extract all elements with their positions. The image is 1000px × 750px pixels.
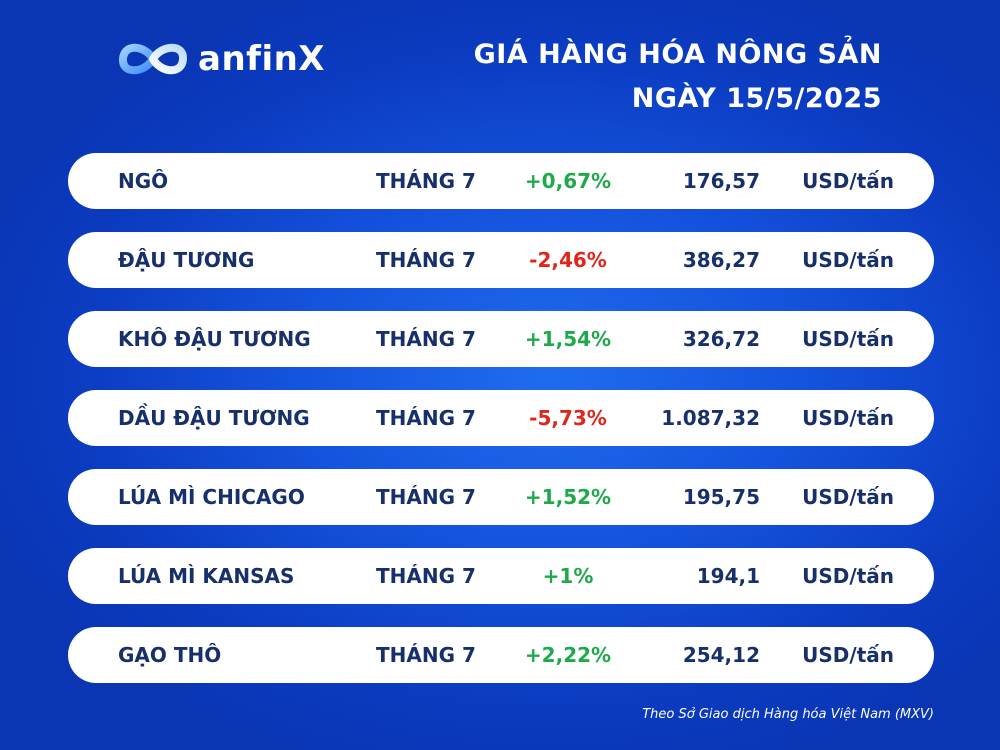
contract-month: THÁNG 7 [376, 485, 476, 509]
source-note: Theo Sở Giao dịch Hàng hóa Việt Nam (MXV… [642, 707, 934, 722]
price-unit: USD/tấn [802, 406, 894, 430]
contract-month: THÁNG 7 [376, 564, 476, 588]
price-change: -5,73% [529, 406, 607, 430]
price-change: +1% [542, 564, 594, 588]
title-line-1: GIÁ HÀNG HÓA NÔNG SẢN [473, 39, 882, 70]
commodity-name: LÚA MÌ KANSAS [118, 564, 295, 588]
commodity-name: GẠO THÔ [118, 643, 222, 667]
contract-month: THÁNG 7 [376, 327, 476, 351]
price-unit: USD/tấn [802, 643, 894, 667]
price-value: 386,27 [682, 248, 760, 272]
list-item: KHÔ ĐẬU TƯƠNG THÁNG 7 +1,54% 326,72 USD/… [68, 311, 934, 367]
price-change: +2,22% [524, 643, 612, 667]
commodity-name: NGÔ [118, 169, 169, 193]
list-item: LÚA MÌ KANSAS THÁNG 7 +1% 194,1 USD/tấn [68, 548, 934, 604]
price-unit: USD/tấn [802, 485, 894, 509]
infinity-logo-icon [119, 43, 187, 75]
price-change: -2,46% [529, 248, 607, 272]
price-value: 1.087,32 [661, 406, 760, 430]
price-unit: USD/tấn [802, 248, 894, 272]
price-value: 195,75 [682, 485, 760, 509]
price-value: 254,12 [682, 643, 760, 667]
brand-logo: anfinX [118, 34, 325, 84]
list-item: NGÔ THÁNG 7 +0,67% 176,57 USD/tấn [68, 153, 934, 209]
brand-name: anfinX [198, 39, 326, 79]
commodity-name: LÚA MÌ CHICAGO [118, 485, 305, 509]
price-value: 194,1 [696, 564, 760, 588]
title-line-2: NGÀY 15/5/2025 [631, 83, 882, 114]
list-item: LÚA MÌ CHICAGO THÁNG 7 +1,52% 195,75 USD… [68, 469, 934, 525]
page-title: GIÁ HÀNG HÓA NÔNG SẢN NGÀY 15/5/2025 [474, 38, 882, 116]
contract-month: THÁNG 7 [376, 248, 476, 272]
commodity-name: DẦU ĐẬU TƯƠNG [118, 406, 310, 430]
contract-month: THÁNG 7 [376, 406, 476, 430]
commodity-name: KHÔ ĐẬU TƯƠNG [118, 327, 311, 351]
price-unit: USD/tấn [802, 327, 894, 351]
list-item: GẠO THÔ THÁNG 7 +2,22% 254,12 USD/tấn [68, 627, 934, 683]
price-value: 176,57 [682, 169, 760, 193]
contract-month: THÁNG 7 [376, 643, 476, 667]
price-change: +0,67% [524, 169, 612, 193]
list-item: DẦU ĐẬU TƯƠNG THÁNG 7 -5,73% 1.087,32 US… [68, 390, 934, 446]
price-unit: USD/tấn [802, 564, 894, 588]
price-change: +1,54% [524, 327, 612, 351]
commodity-name: ĐẬU TƯƠNG [118, 248, 255, 272]
list-item: ĐẬU TƯƠNG THÁNG 7 -2,46% 386,27 USD/tấn [68, 232, 934, 288]
price-change: +1,52% [524, 485, 612, 509]
commodity-price-list: NGÔ THÁNG 7 +0,67% 176,57 USD/tấn ĐẬU TƯ… [68, 153, 934, 706]
price-unit: USD/tấn [802, 169, 894, 193]
contract-month: THÁNG 7 [376, 169, 476, 193]
price-value: 326,72 [682, 327, 760, 351]
